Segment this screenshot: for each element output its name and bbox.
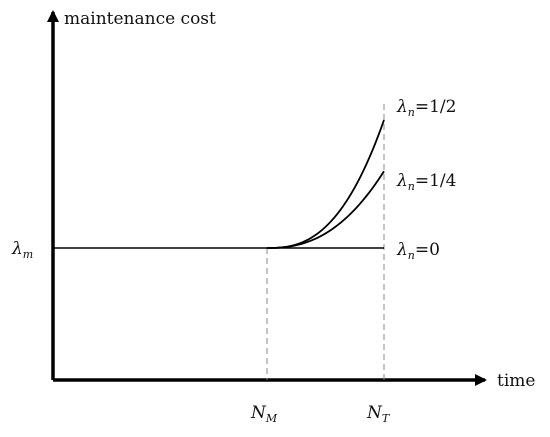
- series-line-quarter: [266, 170, 385, 249]
- series-label-half: λn=1/2: [396, 97, 456, 119]
- x-axis-label: time: [497, 371, 535, 391]
- series-label-zero: λn=0: [396, 240, 440, 262]
- y-axis-label: maintenance cost: [64, 9, 216, 29]
- series-label-quarter: λn=1/4: [396, 171, 456, 193]
- baseline-label: λm: [11, 239, 33, 261]
- series-line-half: [266, 119, 385, 249]
- x-marker-nm: NM: [250, 403, 278, 425]
- x-marker-nt: NT: [366, 403, 391, 425]
